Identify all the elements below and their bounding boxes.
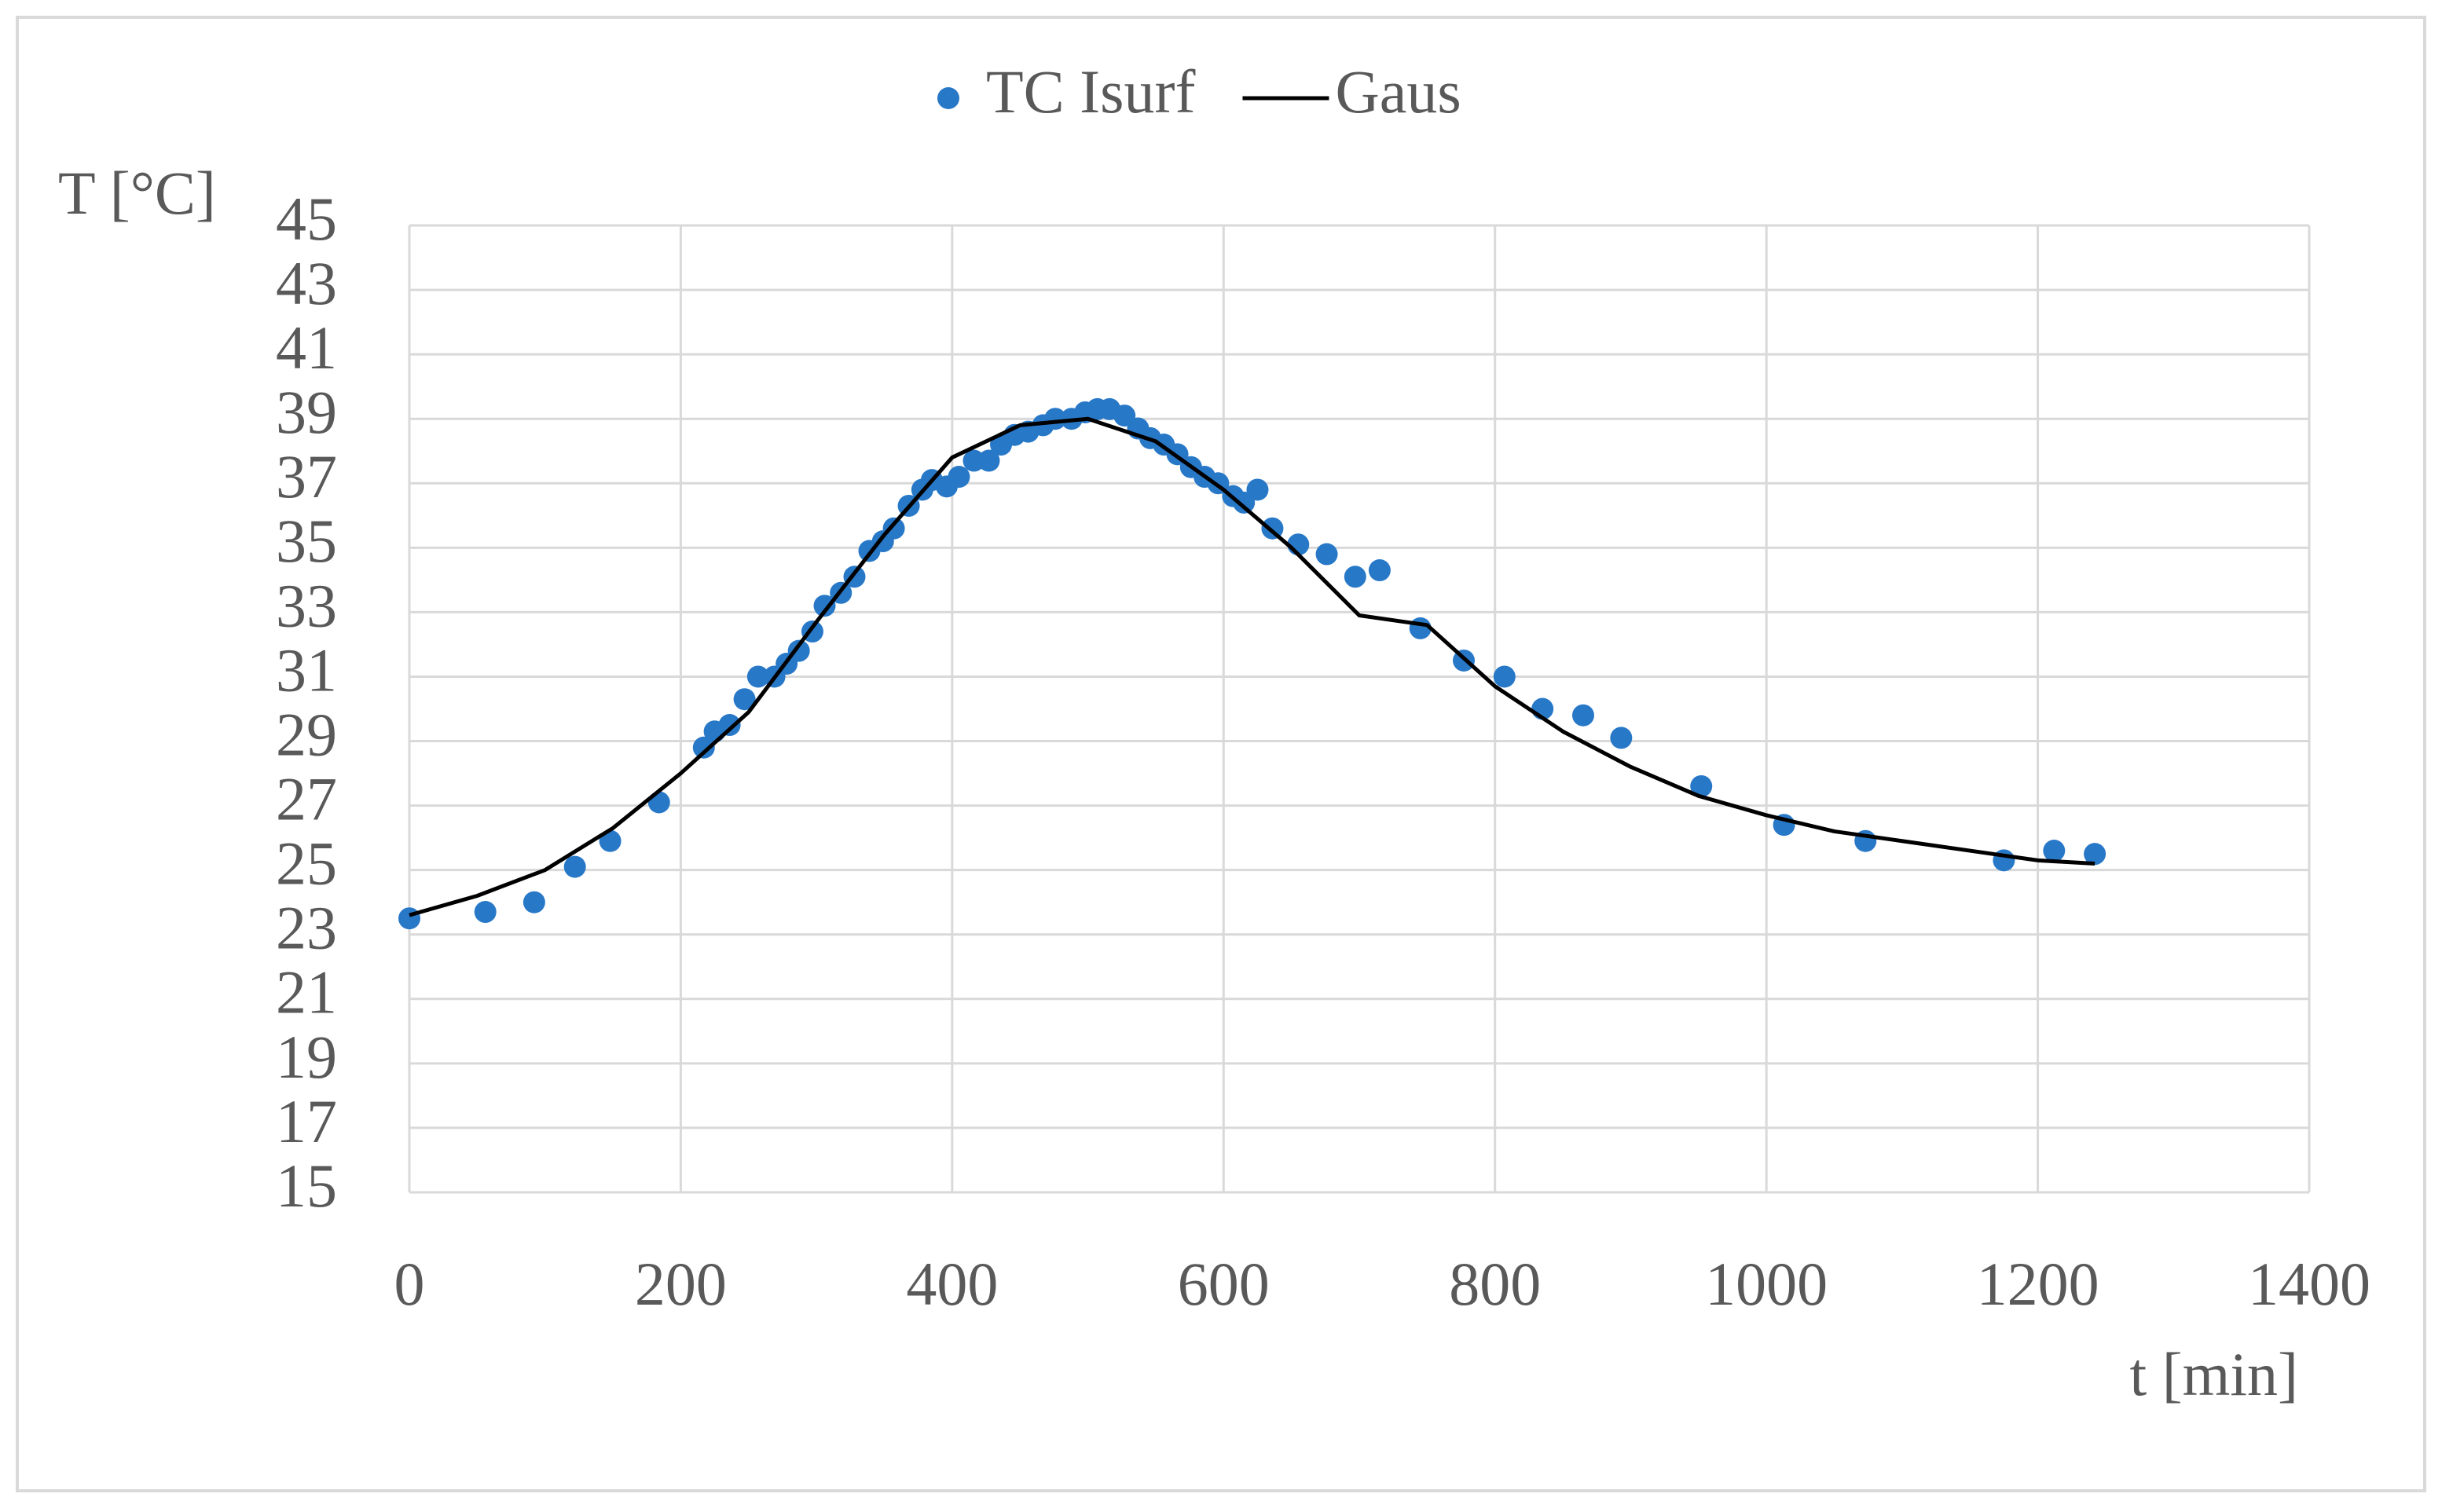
data-point [692, 736, 715, 759]
x-axis-title: t [min] [2130, 1340, 2298, 1408]
y-tick-label: 27 [276, 765, 337, 833]
data-point [599, 829, 622, 852]
legend-marker [937, 87, 959, 109]
series-line [409, 416, 2096, 917]
data-point [1571, 704, 1594, 727]
y-tick-label: 29 [276, 700, 337, 768]
data-point [1344, 566, 1366, 588]
data-point [1246, 478, 1269, 501]
data-point [977, 449, 1000, 472]
y-tick-label: 41 [276, 313, 337, 382]
data-point [398, 907, 420, 930]
data-point [733, 688, 756, 711]
data-point [1493, 665, 1516, 688]
y-tick-label: 45 [276, 185, 337, 253]
data-point [2043, 840, 2066, 862]
legend-label: TC Isurf [986, 57, 1195, 126]
data-point [1368, 559, 1391, 582]
x-tick-label: 400 [906, 1250, 998, 1318]
data-point [522, 891, 545, 913]
y-tick-label: 21 [276, 958, 337, 1027]
legend: TC Isurf Gaus [937, 57, 1461, 126]
data-point [1690, 774, 1713, 797]
data-point [2084, 843, 2106, 866]
data-point [746, 665, 769, 688]
y-tick-label: 19 [276, 1023, 337, 1091]
x-tick-label: 0 [394, 1250, 425, 1318]
x-tick-label: 800 [1449, 1250, 1541, 1318]
x-tick-label: 1000 [1705, 1250, 1828, 1318]
x-tick-label: 600 [1178, 1250, 1270, 1318]
y-tick-label: 43 [276, 249, 337, 317]
data-point [882, 517, 905, 540]
data-point [948, 466, 970, 489]
y-axis-title: T [°C] [58, 159, 216, 227]
data-point [813, 595, 836, 617]
y-tick-label: 17 [276, 1087, 337, 1155]
data-point [563, 855, 586, 878]
chart-frame [16, 16, 2426, 1492]
y-tick-label: 35 [276, 507, 337, 575]
legend-label: Gaus [1335, 57, 1461, 126]
data-point [1315, 543, 1338, 566]
y-tick-label: 31 [276, 635, 337, 704]
data-point [718, 714, 741, 737]
data-point [787, 639, 810, 662]
x-tick-label: 1200 [1977, 1250, 2099, 1318]
data-point [1610, 727, 1633, 749]
y-tick-label: 25 [276, 829, 337, 898]
y-tick-label: 15 [276, 1151, 337, 1220]
y-tick-label: 37 [276, 442, 337, 511]
y-tick-label: 33 [276, 571, 337, 639]
y-tick-label: 23 [276, 894, 337, 962]
data-point [474, 901, 497, 924]
x-tick-label: 200 [635, 1250, 727, 1318]
x-tick-label: 1400 [2248, 1250, 2370, 1318]
y-tick-label: 39 [276, 378, 337, 446]
